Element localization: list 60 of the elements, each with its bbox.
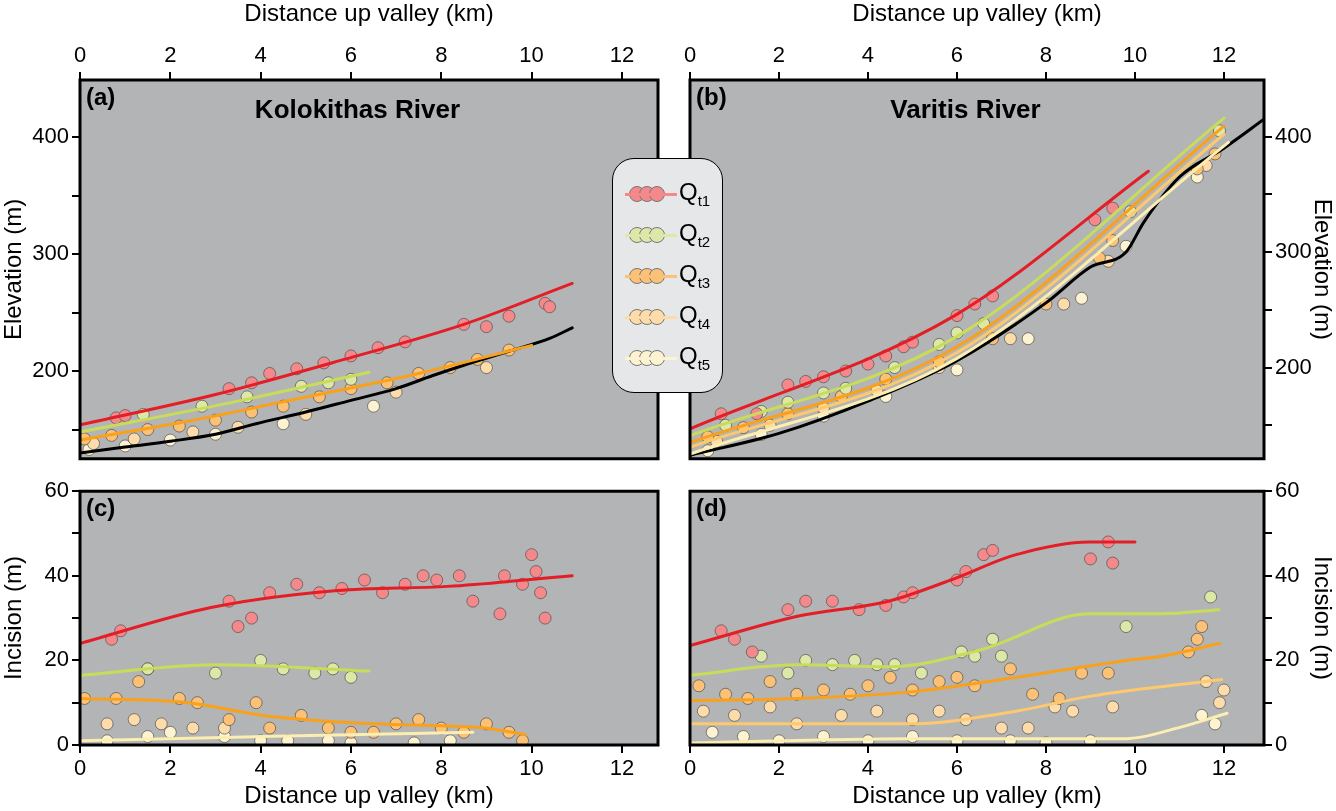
x-tick-label: 6 <box>344 755 358 781</box>
x-tick-label: 0 <box>73 41 87 67</box>
x-tick-label: 6 <box>344 41 358 67</box>
legend-label: Q$_{t3}$ <box>679 260 711 291</box>
y-tick-label: 60 <box>44 477 69 503</box>
y-axis-title: Elevation (m) <box>0 198 27 341</box>
legend-label: Q$_{t5}$ <box>679 342 711 373</box>
y-axis-title: Incision (m) <box>0 556 27 681</box>
x-tick-label: 2 <box>772 755 786 781</box>
y2-tick-label: 40 <box>1275 561 1300 587</box>
y2-tick-label: 200 <box>1275 353 1312 379</box>
x-tick-label: 8 <box>435 755 448 781</box>
x-tick-label: 10 <box>519 41 544 67</box>
x-axis-title: Distance up valley (km) <box>244 0 494 27</box>
x-tick-label: 0 <box>683 41 697 67</box>
annotation: (c) <box>86 493 116 521</box>
y-tick-label: 300 <box>32 240 69 266</box>
legend-label: Q$_{t1}$ <box>679 178 711 209</box>
text: Kolokithas River <box>254 94 461 125</box>
x-tick-label: 0 <box>73 755 87 781</box>
legend-label: Q$_{t2}$ <box>679 219 711 250</box>
x-tick-label: 10 <box>519 755 544 781</box>
x-tick-label: 4 <box>254 755 267 781</box>
x-tick-label: 4 <box>254 41 267 67</box>
text: Varitis River <box>890 94 1041 125</box>
x-tick-label: 8 <box>1039 755 1053 781</box>
x-tick-label: 12 <box>1211 755 1237 781</box>
annotation: (b) <box>696 82 727 110</box>
y-tick-label: 40 <box>44 561 69 587</box>
x-tick-label: 10 <box>1122 755 1148 781</box>
x-axis-title: Distance up valley (km) <box>852 781 1102 809</box>
y-tick-label: 0 <box>56 731 69 757</box>
x-tick-label: 6 <box>950 755 964 781</box>
y2-tick-label: 60 <box>1275 477 1300 503</box>
y2-tick-label: 20 <box>1275 646 1300 672</box>
x-tick-label: 12 <box>609 755 635 781</box>
x-tick-label: 0 <box>683 755 697 781</box>
x-tick-label: 2 <box>164 755 177 781</box>
x-tick-label: 12 <box>1211 41 1237 67</box>
y2-tick-label: 300 <box>1275 238 1312 264</box>
x-tick-label: 6 <box>950 41 964 67</box>
x-axis-title: Distance up valley (km) <box>244 781 494 809</box>
x-tick-label: 8 <box>1039 41 1053 67</box>
annotation: (d) <box>696 493 727 521</box>
x-tick-label: 2 <box>164 41 177 67</box>
x-axis-title: Distance up valley (km) <box>852 0 1102 27</box>
x-tick-label: 4 <box>861 755 875 781</box>
y-tick-label: 200 <box>32 357 69 383</box>
legend-label: Q$_{t4}$ <box>679 301 711 332</box>
y2-axis-title: Incision (m) <box>1309 556 1336 681</box>
x-tick-label: 2 <box>772 41 786 67</box>
x-tick-label: 8 <box>435 41 448 67</box>
x-tick-label: 12 <box>609 41 635 67</box>
x-tick-label: 10 <box>1122 41 1148 67</box>
y2-tick-label: 0 <box>1275 731 1288 757</box>
annotation: (a) <box>86 82 116 110</box>
y-tick-label: 400 <box>32 123 69 149</box>
x-tick-label: 4 <box>861 41 875 67</box>
y2-tick-label: 400 <box>1275 122 1312 148</box>
y-tick-label: 20 <box>44 646 69 672</box>
